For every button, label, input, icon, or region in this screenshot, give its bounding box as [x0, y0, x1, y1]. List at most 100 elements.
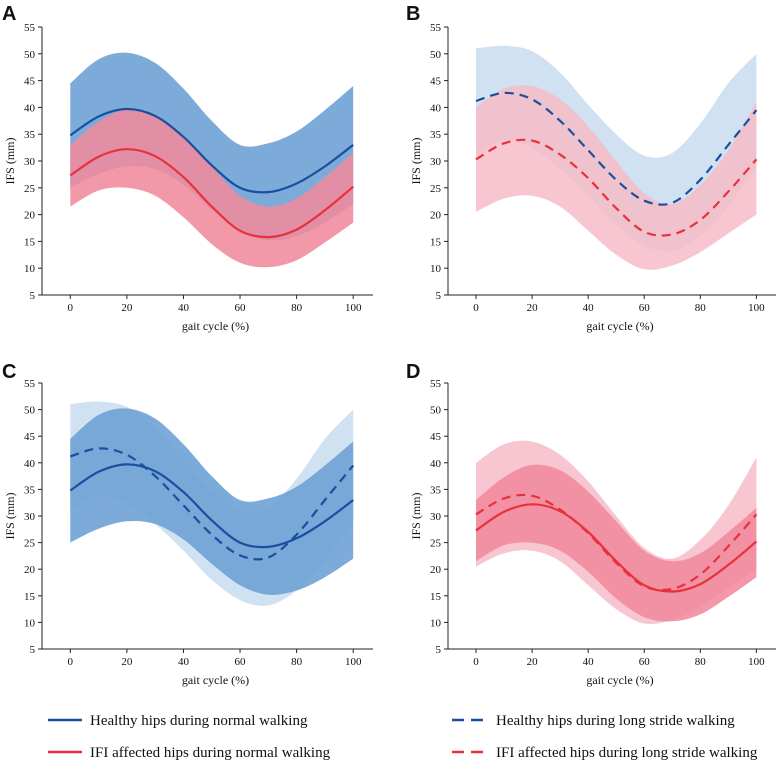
legend-label-ifi-normal: IFI affected hips during normal walking	[90, 745, 331, 761]
y-tick-label: 35	[430, 129, 442, 141]
y-axis-title: IFS (mm)	[409, 492, 423, 539]
y-tick-label: 50	[24, 405, 36, 417]
x-tick-label: 20	[121, 302, 133, 314]
x-tick-label: 0	[473, 656, 479, 668]
x-tick-label: 60	[639, 656, 651, 668]
x-tick-label: 80	[291, 656, 303, 668]
y-tick-label: 45	[24, 431, 36, 443]
y-tick-label: 30	[430, 156, 442, 168]
line-healthy-solid	[69, 463, 354, 549]
x-axis-title: gait cycle (%)	[182, 319, 249, 333]
y-tick-label: 55	[24, 378, 36, 390]
y-tick-label: 15	[430, 236, 442, 248]
panel-b: B 5 10 15 20 25 30 35 40 45 50 55 0 20 40 60 80 100 gait c…	[406, 3, 776, 333]
x-tick-label: 60	[235, 656, 247, 668]
band-healthy-solid	[70, 52, 354, 241]
line-healthy-dashed	[69, 447, 355, 561]
y-tick-label: 20	[430, 564, 442, 576]
line-healthy-dashed	[475, 91, 758, 206]
y-tick-label: 40	[24, 102, 36, 114]
panel-d: D 5 10 15 20 25 30 35 40 45 50 55 0 20 40 60 80 100 gait c…	[406, 361, 776, 687]
legend: Healthy hips during normal walking Healt…	[48, 713, 758, 761]
y-tick-label: 5	[30, 290, 36, 302]
y-tick-label: 35	[430, 484, 442, 496]
y-tick-label: 55	[430, 378, 442, 390]
x-tick-label: 80	[695, 302, 707, 314]
y-tick-label: 10	[430, 617, 442, 629]
band-ifi-solid	[476, 464, 757, 622]
y-tick-label: 25	[24, 538, 36, 550]
y-tick-label: 5	[30, 644, 36, 656]
y-tick-label: 45	[430, 76, 442, 88]
y-tick-label: 35	[24, 129, 36, 141]
line-ifi-dashed	[475, 493, 758, 592]
panel-label: D	[406, 361, 420, 383]
x-tick-label: 20	[527, 302, 539, 314]
panel-a: A 5 10 15 20 25 30 35 40 45 50 55 0 20 40 60 80 100 gait c…	[2, 3, 373, 333]
x-tick-label: 60	[639, 302, 651, 314]
y-tick-label: 5	[436, 290, 442, 302]
y-tick-label: 15	[24, 236, 36, 248]
x-tick-label: 40	[178, 302, 190, 314]
line-ifi-solid	[69, 148, 354, 239]
panel-label: B	[406, 3, 420, 25]
line-healthy-solid	[69, 107, 354, 194]
y-tick-label: 10	[24, 617, 36, 629]
band-ifi-solid	[70, 109, 354, 268]
y-tick-label: 25	[430, 183, 442, 195]
y-tick-label: 15	[24, 591, 36, 603]
y-tick-label: 30	[24, 511, 36, 523]
y-tick-label: 50	[430, 49, 442, 61]
line-ifi-dashed	[475, 138, 758, 237]
x-tick-label: 60	[235, 302, 247, 314]
band-ifi-dashed	[476, 85, 757, 270]
legend-label-healthy-long: Healthy hips during long stride walking	[496, 713, 735, 729]
x-axis-title: gait cycle (%)	[182, 673, 249, 687]
line-ifi-solid	[475, 503, 758, 593]
x-tick-label: 0	[68, 656, 74, 668]
y-tick-label: 20	[430, 210, 442, 222]
x-tick-label: 80	[291, 302, 303, 314]
y-tick-label: 30	[24, 156, 36, 168]
panel-label: A	[2, 3, 16, 25]
y-tick-label: 55	[24, 22, 36, 34]
x-tick-label: 40	[583, 302, 595, 314]
panel-c: C 5 10 15 20 25 30 35 40 45 50 55 0 20 40 60 80 100 gait c…	[2, 361, 373, 687]
y-tick-label: 45	[24, 76, 36, 88]
y-tick-label: 15	[430, 591, 442, 603]
y-tick-label: 55	[430, 22, 442, 34]
panel-label: C	[2, 361, 16, 383]
x-tick-label: 100	[345, 656, 362, 668]
y-axis-title: IFS (mm)	[409, 137, 423, 184]
y-tick-label: 50	[24, 49, 36, 61]
x-tick-label: 40	[583, 656, 595, 668]
x-tick-label: 40	[178, 656, 190, 668]
y-tick-label: 40	[24, 458, 36, 470]
legend-label-ifi-long: IFI affected hips during long stride wal…	[496, 745, 758, 761]
y-tick-label: 25	[24, 183, 36, 195]
x-tick-label: 0	[473, 302, 479, 314]
x-axis-title: gait cycle (%)	[586, 673, 653, 687]
x-tick-label: 80	[695, 656, 707, 668]
x-tick-label: 100	[345, 302, 362, 314]
y-tick-label: 20	[24, 210, 36, 222]
x-tick-label: 100	[748, 656, 765, 668]
y-tick-label: 5	[436, 644, 442, 656]
legend-label-healthy-normal: Healthy hips during normal walking	[90, 713, 308, 729]
y-tick-label: 30	[430, 511, 442, 523]
y-axis-title: IFS (mm)	[3, 492, 17, 539]
x-axis-title: gait cycle (%)	[586, 319, 653, 333]
y-tick-label: 40	[430, 458, 442, 470]
x-tick-label: 100	[748, 302, 765, 314]
y-tick-label: 20	[24, 564, 36, 576]
y-tick-label: 40	[430, 102, 442, 114]
y-tick-label: 50	[430, 405, 442, 417]
x-tick-label: 0	[68, 302, 74, 314]
y-tick-label: 45	[430, 431, 442, 443]
y-tick-label: 10	[24, 263, 36, 275]
y-tick-label: 10	[430, 263, 442, 275]
y-tick-label: 25	[430, 538, 442, 550]
x-tick-label: 20	[527, 656, 539, 668]
x-tick-label: 20	[121, 656, 133, 668]
